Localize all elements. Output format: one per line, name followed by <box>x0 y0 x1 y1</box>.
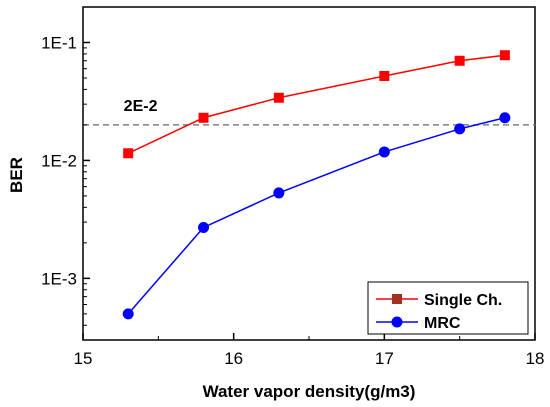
y-axis-label: BER <box>7 157 26 193</box>
x-tick-label: 16 <box>224 349 243 368</box>
series-layer <box>122 50 511 320</box>
series-line-1 <box>127 117 506 315</box>
reference-line-layer: 2E-2 <box>83 98 535 126</box>
x-tick-label: 15 <box>74 349 93 368</box>
y-tick-label: 1E-3 <box>41 269 77 288</box>
y-tick-label: 1E-1 <box>41 33 77 52</box>
data-point-square <box>379 70 390 81</box>
legend: Single Ch. MRC <box>367 281 529 335</box>
data-point-square <box>454 55 465 66</box>
data-point-circle <box>198 221 210 233</box>
legend-label: MRC <box>424 315 461 332</box>
data-point-circle <box>378 146 390 158</box>
reference-line-label: 2E-2 <box>124 98 158 115</box>
data-point-circle <box>454 123 466 135</box>
x-tick-label: 18 <box>526 349 545 368</box>
legend-marker-square <box>392 294 402 304</box>
legend-label: Single Ch. <box>424 292 502 309</box>
x-tick-label: 17 <box>375 349 394 368</box>
data-point-circle <box>122 308 134 320</box>
data-point-circle <box>499 112 511 124</box>
series-line-0 <box>127 54 505 154</box>
legend-marker-circle <box>391 316 403 328</box>
y-tick-label: 1E-2 <box>41 151 77 170</box>
data-point-circle <box>273 187 285 199</box>
data-point-square <box>123 148 134 159</box>
data-point-square <box>198 112 209 123</box>
data-point-square <box>499 50 510 61</box>
axis-ticks: 15 16 17 18 1E-3 1E-2 1E-1 <box>41 33 544 368</box>
x-axis-label: Water vapor density(g/m3) <box>203 382 416 401</box>
data-point-square <box>273 92 284 103</box>
